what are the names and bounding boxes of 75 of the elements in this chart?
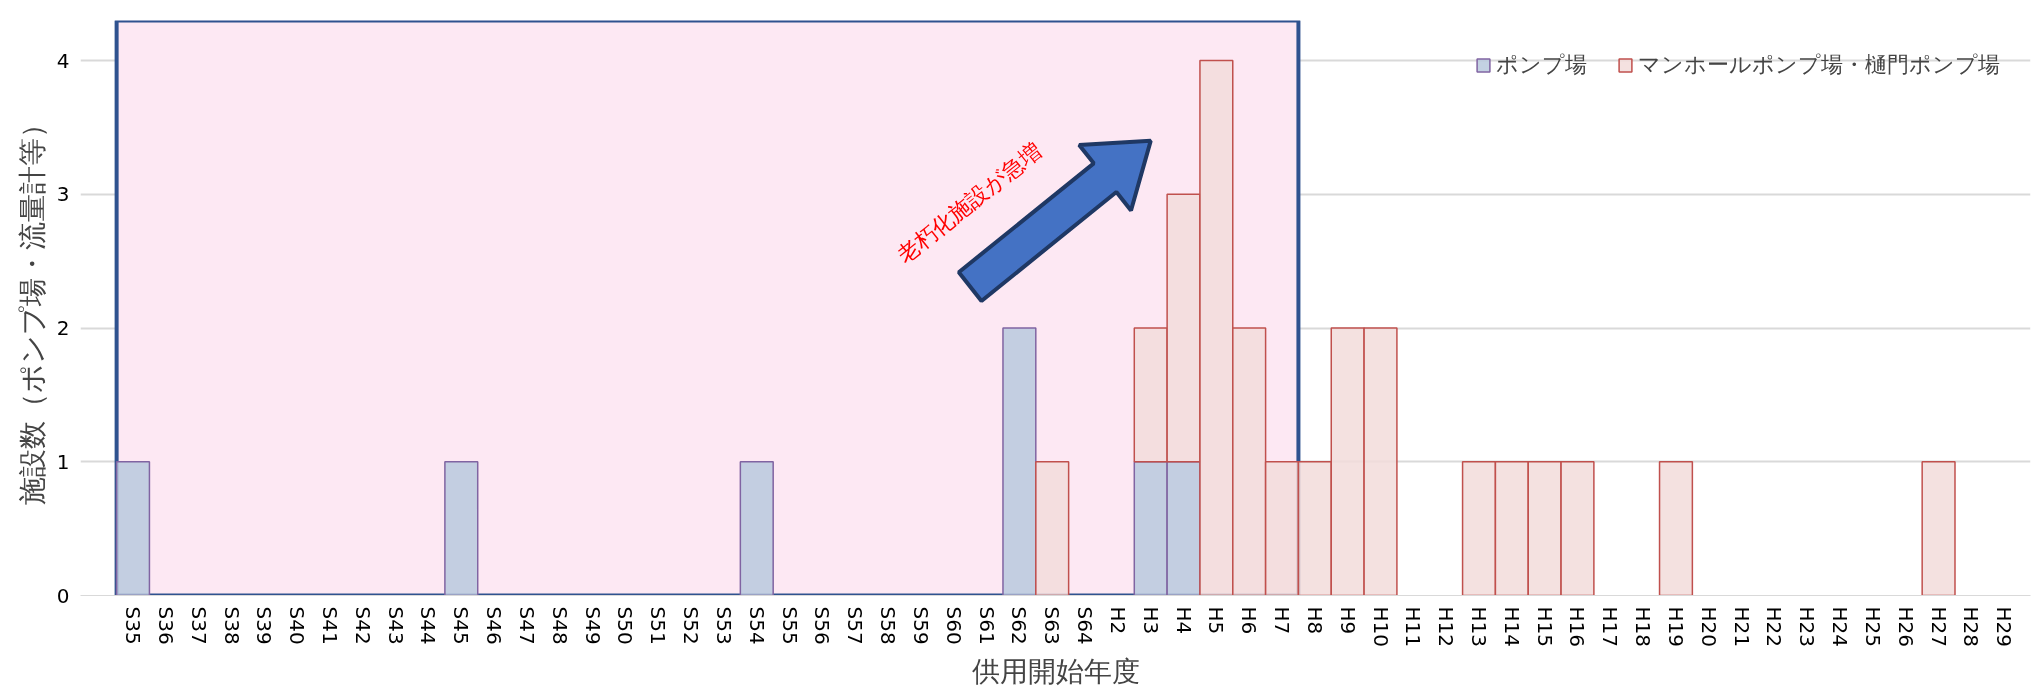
- x-tick-label: H20: [1696, 606, 1721, 647]
- x-tick-label: H8: [1302, 606, 1327, 635]
- bar: [1658, 461, 1694, 596]
- bar: [444, 461, 479, 596]
- x-tick-label: S39: [252, 606, 277, 645]
- x-tick-label: H24: [1828, 606, 1853, 647]
- x-tick-label: H23: [1795, 606, 1820, 647]
- y-tick-label: 1: [56, 449, 70, 474]
- x-tick-label: H22: [1762, 606, 1787, 647]
- x-tick-label: H5: [1204, 606, 1229, 635]
- x-tick-label: S51: [646, 606, 671, 645]
- x-tick-label: H13: [1466, 606, 1491, 647]
- x-tick-label: S35: [121, 606, 146, 645]
- y-axis-title: 施設数（ポンプ場・流量計等）: [15, 110, 49, 506]
- x-tick-label: S63: [1040, 606, 1065, 645]
- x-tick-label: S38: [219, 606, 244, 645]
- bar: [115, 461, 151, 596]
- x-tick-label: S36: [153, 606, 178, 645]
- x-tick-label: H25: [1860, 606, 1885, 647]
- x-tick-label: H10: [1368, 606, 1393, 647]
- x-tick-label: S56: [810, 606, 835, 645]
- x-tick-label: S60: [941, 606, 966, 645]
- x-tick-label: S49: [580, 606, 605, 645]
- y-tick-label: 2: [56, 316, 70, 341]
- x-tick-label: S43: [383, 606, 408, 645]
- x-tick-label: S40: [285, 606, 310, 645]
- x-tick-label: S52: [679, 606, 704, 645]
- y-tick-label: 4: [56, 48, 70, 73]
- x-tick-label: H3: [1138, 606, 1163, 635]
- x-tick-label: H11: [1401, 606, 1426, 647]
- x-tick-label: S55: [777, 606, 802, 645]
- x-tick-label: S61: [974, 606, 999, 645]
- x-tick-label: S57: [843, 606, 868, 645]
- x-tick-label: S42: [350, 606, 375, 645]
- x-tick-label: H16: [1565, 606, 1590, 647]
- x-tick-label: S44: [416, 606, 441, 645]
- x-tick-label: H7: [1270, 606, 1295, 635]
- x-tick-label: H28: [1959, 606, 1984, 647]
- x-tick-label: H17: [1598, 606, 1623, 647]
- x-tick-label: H21: [1729, 606, 1754, 647]
- x-tick-label: H29: [1992, 606, 2017, 647]
- legend-label: マンホールポンプ場・樋門ポンプ場: [1638, 51, 2000, 79]
- x-tick-label: S59: [908, 606, 933, 645]
- x-tick-label: S48: [547, 606, 572, 645]
- x-tick-label: H18: [1631, 606, 1656, 647]
- x-tick-label: H9: [1335, 606, 1360, 635]
- x-tick-label: S37: [186, 606, 211, 645]
- x-tick-label: S41: [317, 606, 342, 645]
- x-tick-label: S62: [1007, 606, 1032, 645]
- y-tick-label: 3: [56, 182, 70, 207]
- y-tick-label: 0: [56, 583, 70, 608]
- x-tick-label: H12: [1434, 606, 1459, 647]
- x-tick-label: H27: [1926, 606, 1951, 647]
- x-tick-label: H6: [1237, 606, 1262, 635]
- bar: [739, 461, 774, 596]
- x-tick-label: S50: [613, 606, 638, 645]
- x-tick-label: H2: [1105, 606, 1130, 635]
- x-tick-label: H14: [1499, 606, 1524, 647]
- x-tick-label: H15: [1532, 606, 1557, 647]
- x-tick-label: S46: [482, 606, 507, 645]
- legend-label: ポンプ場: [1496, 51, 1587, 79]
- x-tick-label: H26: [1893, 606, 1918, 647]
- bar: [1921, 461, 1956, 596]
- x-tick-label: S58: [876, 606, 901, 645]
- bar: [1035, 461, 1070, 596]
- x-tick-label: S45: [449, 606, 474, 645]
- x-tick-label: S47: [514, 606, 539, 645]
- x-tick-label: S53: [711, 606, 736, 645]
- bar: [1002, 327, 1037, 596]
- x-axis-title: 供用開始年度: [971, 654, 1140, 688]
- x-tick-label: S54: [744, 606, 769, 645]
- x-tick-label: H19: [1663, 606, 1688, 647]
- x-tick-label: S64: [1073, 606, 1098, 645]
- annotation: 老朽化施設が急増: [892, 137, 1047, 268]
- x-tick-label: H4: [1171, 606, 1196, 635]
